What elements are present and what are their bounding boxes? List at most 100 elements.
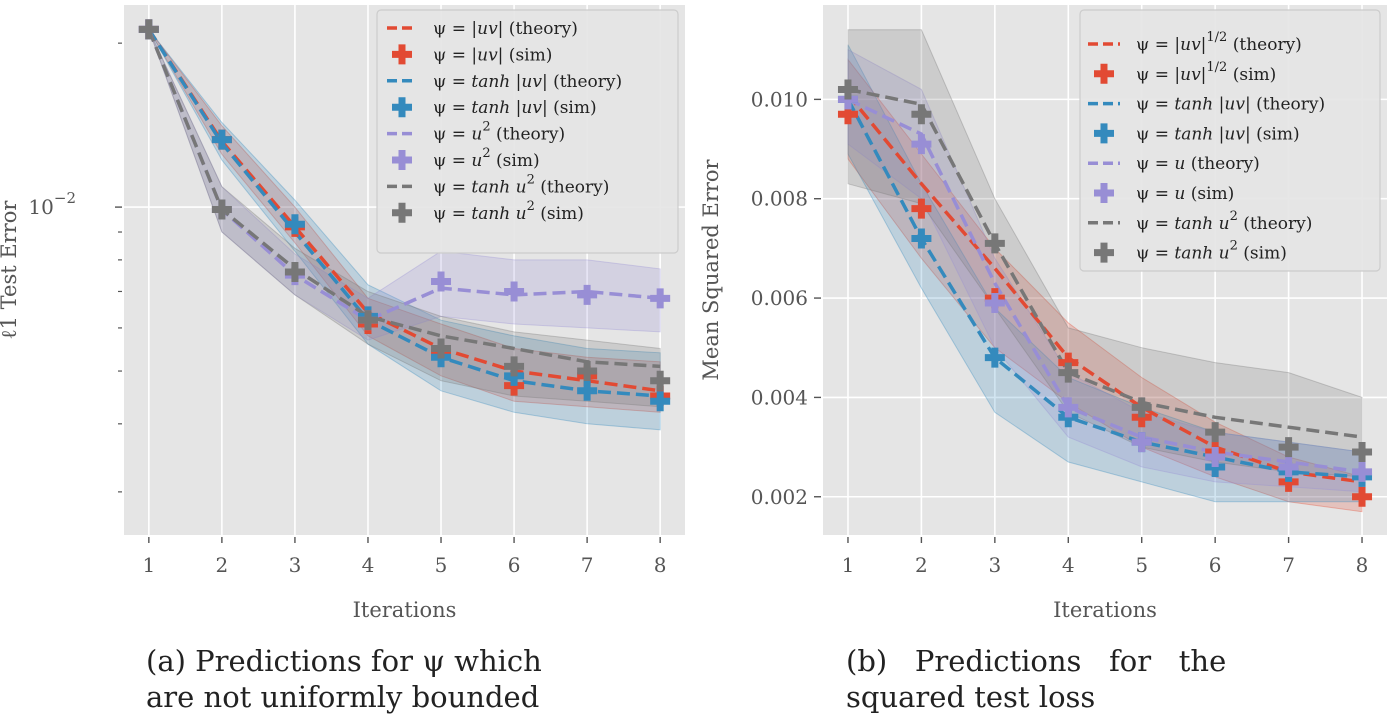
caption-b-line2: squared test loss bbox=[846, 680, 1096, 714]
legend-plus-swatch bbox=[392, 97, 412, 118]
data-point bbox=[1058, 397, 1079, 418]
x-tick-label: 2 bbox=[216, 553, 229, 577]
series-line bbox=[147, 28, 661, 398]
legend-label: ψ = tanh u2 (sim) bbox=[1136, 239, 1287, 264]
x-tick-label: 6 bbox=[508, 553, 521, 577]
legend-item: ψ = tanh u2 (theory) bbox=[1088, 209, 1312, 234]
caption-a-line2: are not uniformly bounded bbox=[146, 680, 540, 714]
legend-item: ψ = tanh u2 (sim) bbox=[392, 199, 584, 224]
legend-item: ψ = |uv|1/2 (theory) bbox=[1088, 30, 1302, 55]
x-tick-label: 3 bbox=[289, 553, 302, 577]
data-point bbox=[284, 262, 305, 283]
legend-plus-swatch bbox=[1094, 183, 1114, 203]
data-point bbox=[1131, 432, 1152, 453]
data-point bbox=[911, 104, 932, 125]
data-point bbox=[911, 228, 932, 249]
x-tick-label: 8 bbox=[1356, 553, 1369, 577]
y-tick-label: 0.002 bbox=[751, 485, 808, 509]
legend-item: ψ = u2 (sim) bbox=[392, 146, 540, 171]
figure: 1 2 3 4 5 6 7 8 10−2 Iterations ℓ1 Test Error ψ = |… bbox=[0, 5, 1387, 622]
data-point bbox=[431, 271, 452, 292]
legend-label: ψ = tanh |uv| (theory) bbox=[1136, 95, 1325, 115]
y-tick-label: 0.006 bbox=[751, 286, 808, 310]
x-tick-label: 5 bbox=[1135, 553, 1148, 577]
x-tick-label: 3 bbox=[988, 553, 1001, 577]
data-point bbox=[650, 370, 671, 391]
legend-box bbox=[1079, 9, 1381, 272]
x-tick-label: 6 bbox=[1209, 553, 1222, 577]
legend-plus-swatch bbox=[1094, 63, 1114, 84]
caption-b-line1: (b) Predictions for the bbox=[846, 644, 1227, 678]
legend-label: ψ = |uv|1/2 (sim) bbox=[1136, 60, 1276, 85]
series-line bbox=[846, 98, 1363, 479]
legend-label: ψ = |uv| (theory) bbox=[433, 19, 578, 39]
legend-label: ψ = tanh u2 (theory) bbox=[1136, 209, 1312, 234]
data-point bbox=[1058, 362, 1079, 383]
legend-item: ψ = u2 (theory) bbox=[387, 120, 565, 145]
legend-label: ψ = tanh |uv| (theory) bbox=[433, 72, 622, 92]
data-point bbox=[984, 347, 1005, 368]
data-point bbox=[650, 288, 671, 309]
legend-plus-swatch bbox=[392, 44, 412, 65]
series-line bbox=[846, 93, 1363, 484]
data-point bbox=[284, 214, 305, 235]
legend-label: ψ = tanh |uv| (sim) bbox=[1136, 124, 1300, 144]
data-point bbox=[1352, 442, 1373, 463]
legend: ψ = |uv|1/2 (theory) ψ = |uv|1/2 (sim) ψ =… bbox=[1079, 9, 1381, 272]
x-tick-label: 7 bbox=[581, 553, 594, 577]
legend-item: ψ = tanh |uv| (theory) bbox=[1088, 95, 1325, 115]
x-tick-label: 7 bbox=[1282, 553, 1295, 577]
legend-item: ψ = tanh u2 (sim) bbox=[1094, 239, 1287, 264]
data-point bbox=[357, 310, 378, 331]
data-point bbox=[1205, 447, 1226, 468]
data-point bbox=[1205, 422, 1226, 443]
data-point bbox=[504, 281, 525, 302]
legend-label: ψ = u2 (theory) bbox=[433, 120, 565, 145]
chart-panel-a: 1 2 3 4 5 6 7 8 10−2 Iterations ℓ1 Test Error ψ = |… bbox=[0, 5, 685, 622]
legend-item: ψ = tanh u2 (theory) bbox=[387, 172, 609, 197]
caption-b: (b) Predictions for the squared test los… bbox=[846, 643, 1226, 715]
y-axis-label: Mean Squared Error bbox=[699, 158, 723, 380]
data-point bbox=[911, 134, 932, 155]
legend-label: ψ = tanh |uv| (sim) bbox=[433, 98, 597, 118]
data-point bbox=[1278, 456, 1299, 477]
legend-plus-swatch bbox=[392, 150, 412, 170]
y-tick-label: 0.010 bbox=[751, 87, 808, 111]
series-line bbox=[847, 87, 1363, 439]
legend-item: ψ = tanh |uv| (sim) bbox=[1094, 123, 1300, 144]
legend-label: ψ = u2 (sim) bbox=[433, 146, 540, 171]
y-tick-label: 0.004 bbox=[751, 385, 808, 409]
data-point bbox=[650, 391, 671, 412]
x-tick-label: 4 bbox=[1062, 553, 1075, 577]
data-point bbox=[1131, 397, 1152, 418]
data-point bbox=[577, 380, 598, 401]
data-point bbox=[1278, 437, 1299, 458]
data-point bbox=[211, 199, 232, 220]
data-point bbox=[984, 233, 1005, 254]
caption-a: (a) Predictions for ψ which are not unif… bbox=[146, 643, 542, 715]
y-tick-label: 0.008 bbox=[751, 187, 808, 211]
legend-item: ψ = |uv| (sim) bbox=[392, 44, 552, 65]
legend-item: ψ = tanh |uv| (theory) bbox=[387, 72, 622, 92]
data-point bbox=[837, 79, 858, 100]
legend-plus-swatch bbox=[1094, 242, 1114, 263]
x-tick-label: 1 bbox=[842, 553, 855, 577]
caption-a-line1: (a) Predictions for ψ which bbox=[146, 644, 542, 678]
legend-item: ψ = u (theory) bbox=[1088, 154, 1260, 174]
legend-label: ψ = tanh u2 (sim) bbox=[433, 199, 584, 224]
y-axis-label: ℓ1 Test Error bbox=[0, 200, 21, 340]
legend-label: ψ = |uv|1/2 (theory) bbox=[1136, 30, 1302, 55]
legend-label: ψ = u (sim) bbox=[1136, 184, 1234, 204]
legend-box bbox=[376, 9, 679, 254]
x-tick-label: 4 bbox=[362, 553, 375, 577]
x-axis-label: Iterations bbox=[353, 598, 457, 622]
x-axis-label: Iterations bbox=[1053, 598, 1157, 622]
data-point bbox=[837, 104, 858, 125]
data-point bbox=[577, 361, 598, 382]
x-tick-label: 2 bbox=[915, 553, 928, 577]
data-point bbox=[138, 19, 159, 40]
x-tick-label: 8 bbox=[654, 553, 667, 577]
y-tick-label: 10−2 bbox=[28, 189, 76, 219]
data-point bbox=[504, 356, 525, 377]
data-point bbox=[431, 338, 452, 359]
